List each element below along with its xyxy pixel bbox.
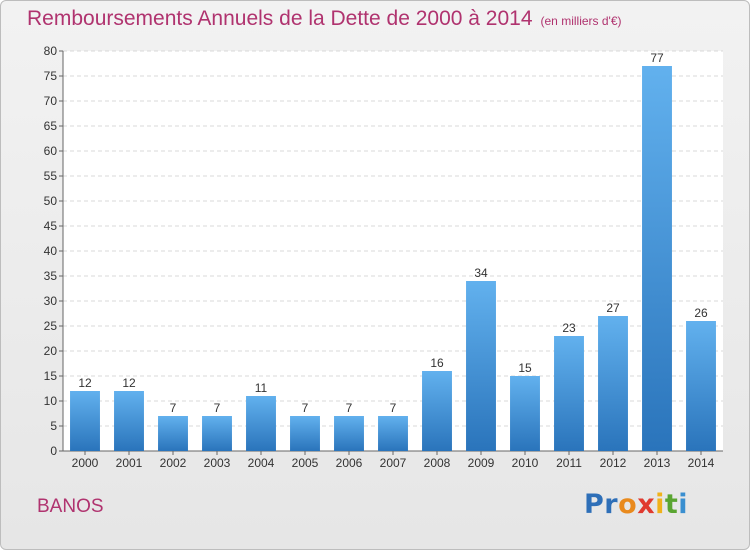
data-label-2010: 15	[518, 361, 532, 375]
data-label-2004: 11	[255, 381, 268, 395]
y-tick-label: 10	[44, 394, 58, 408]
x-tick-label-2012: 2012	[600, 456, 627, 470]
x-tick-label-2000: 2000	[72, 456, 99, 470]
x-tick-label-2013: 2013	[644, 456, 671, 470]
data-label-2007: 7	[390, 401, 397, 415]
bar-2012	[598, 316, 628, 451]
y-tick-label: 0	[50, 444, 57, 458]
chart-title: Remboursements Annuels de la Dette de 20…	[27, 7, 622, 31]
data-label-2008: 16	[430, 356, 444, 370]
y-tick-label: 40	[44, 244, 58, 258]
x-tick-label-2002: 2002	[160, 456, 187, 470]
chart-title-text: Remboursements Annuels de la Dette de 20…	[27, 7, 533, 30]
town-name: BANOS	[37, 496, 104, 517]
bar-2007	[378, 416, 408, 451]
logo-letter: P	[584, 489, 605, 520]
y-tick-label: 75	[44, 69, 58, 83]
y-tick-label: 65	[44, 119, 58, 133]
logo-letter: t	[664, 489, 679, 520]
y-tick-label: 50	[44, 194, 58, 208]
proxiti-logo: Proxiti	[584, 489, 688, 520]
bar-2003	[202, 416, 232, 451]
x-tick-label-2005: 2005	[292, 456, 319, 470]
bar-2002	[158, 416, 188, 451]
y-tick-label: 45	[44, 219, 58, 233]
x-tick-label-2014: 2014	[688, 456, 715, 470]
x-tick-label-2010: 2010	[512, 456, 539, 470]
bar-2006	[334, 416, 364, 451]
data-label-2003: 7	[214, 401, 221, 415]
logo-letter: o	[618, 489, 638, 520]
y-tick-label: 15	[44, 369, 58, 383]
chart-subtitle: (en milliers d'€)	[540, 14, 622, 28]
x-tick-label-2011: 2011	[556, 456, 582, 470]
logo-letter: r	[604, 489, 619, 520]
data-label-2000: 12	[78, 376, 92, 390]
bar-2005	[290, 416, 320, 451]
bar-2009	[466, 281, 496, 451]
logo-letter: i	[655, 489, 665, 520]
logo-letter: i	[678, 489, 689, 520]
data-label-2009: 34	[474, 266, 488, 280]
data-label-2011: 23	[562, 321, 576, 335]
x-tick-label-2001: 2001	[116, 456, 143, 470]
y-tick-label: 60	[44, 144, 58, 158]
x-tick-label-2006: 2006	[336, 456, 363, 470]
data-label-2005: 7	[302, 401, 309, 415]
y-tick-label: 25	[44, 319, 58, 333]
logo-letter: x	[637, 489, 656, 520]
bar-2008	[422, 371, 452, 451]
y-tick-label: 55	[44, 169, 58, 183]
bar-2001	[114, 391, 144, 451]
x-tick-label-2003: 2003	[204, 456, 231, 470]
y-tick-label: 5	[50, 419, 57, 433]
x-tick-label-2009: 2009	[468, 456, 495, 470]
data-label-2002: 7	[170, 401, 177, 415]
bar-2004	[246, 396, 276, 451]
data-label-2014: 26	[694, 306, 708, 320]
data-label-2001: 12	[122, 376, 136, 390]
bar-2014	[686, 321, 716, 451]
y-tick-label: 70	[44, 94, 58, 108]
bar-2013	[642, 66, 672, 451]
y-tick-label: 30	[44, 294, 58, 308]
y-tick-label: 20	[44, 344, 58, 358]
bar-2011	[554, 336, 584, 451]
bar-2010	[510, 376, 540, 451]
data-label-2012: 27	[606, 301, 620, 315]
data-label-2006: 7	[346, 401, 353, 415]
x-tick-label-2004: 2004	[248, 456, 275, 470]
x-tick-label-2007: 2007	[380, 456, 407, 470]
y-tick-label: 80	[44, 44, 58, 58]
y-tick-label: 35	[44, 269, 58, 283]
x-tick-label-2008: 2008	[424, 456, 451, 470]
data-label-2013: 77	[650, 51, 664, 65]
bar-2000	[70, 391, 100, 451]
